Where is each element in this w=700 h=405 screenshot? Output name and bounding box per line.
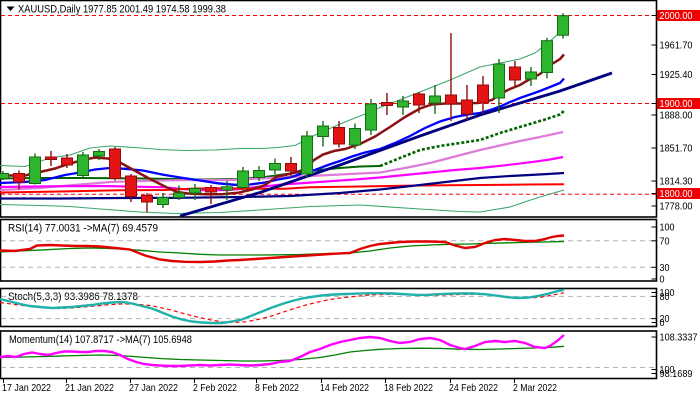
svg-text:2 Feb 2022: 2 Feb 2022 [193,383,237,394]
svg-text:1925.40: 1925.40 [660,70,693,81]
svg-text:80: 80 [660,292,670,303]
svg-text:100: 100 [660,288,675,299]
svg-text:XAUUSD,Daily 1977.85 2001.49: XAUUSD,Daily 1977.85 2001.49 1974.58 199… [18,4,226,16]
svg-text:21 Jan 2022: 21 Jan 2022 [65,383,114,394]
svg-text:20: 20 [660,314,670,325]
svg-text:1800.00: 1800.00 [660,189,693,200]
svg-text:30: 30 [660,263,670,274]
svg-text:1814.30: 1814.30 [660,177,693,188]
svg-text:8 Feb 2022: 8 Feb 2022 [255,383,299,394]
svg-text:2 Mar 2022: 2 Mar 2022 [513,383,557,394]
svg-text:70: 70 [660,236,670,247]
svg-text:1851.70: 1851.70 [660,144,693,155]
svg-text:0: 0 [660,275,665,286]
svg-text:1888.00: 1888.00 [660,111,693,122]
svg-text:14 Feb 2022: 14 Feb 2022 [320,383,369,394]
svg-text:1900.00: 1900.00 [660,99,693,110]
svg-text:24 Feb 2022: 24 Feb 2022 [449,383,498,394]
svg-text:18 Feb 2022: 18 Feb 2022 [384,383,433,394]
svg-text:1961.70: 1961.70 [660,41,693,52]
svg-text:100: 100 [660,365,675,376]
svg-text:108.3337: 108.3337 [660,333,698,344]
svg-text:98.1689: 98.1689 [660,369,693,380]
svg-text:100: 100 [660,223,675,234]
svg-text:RSI(14) 77.0031 ->MA(7) 69.45: RSI(14) 77.0031 ->MA(7) 69.4579 [8,223,158,235]
svg-text:Stoch(5,3,3) 93.3986 78.1378: Stoch(5,3,3) 93.3986 78.1378 [8,291,138,303]
svg-text:Momentum(14) 107.8717 ->MA(7): Momentum(14) 107.8717 ->MA(7) 105.6948 [9,334,192,346]
svg-text:27 Jan 2022: 27 Jan 2022 [129,383,178,394]
svg-text:2000.00: 2000.00 [660,11,693,22]
svg-text:17 Jan 2022: 17 Jan 2022 [2,383,51,394]
svg-text:1778.00: 1778.00 [660,202,693,213]
svg-text:0: 0 [660,318,665,329]
